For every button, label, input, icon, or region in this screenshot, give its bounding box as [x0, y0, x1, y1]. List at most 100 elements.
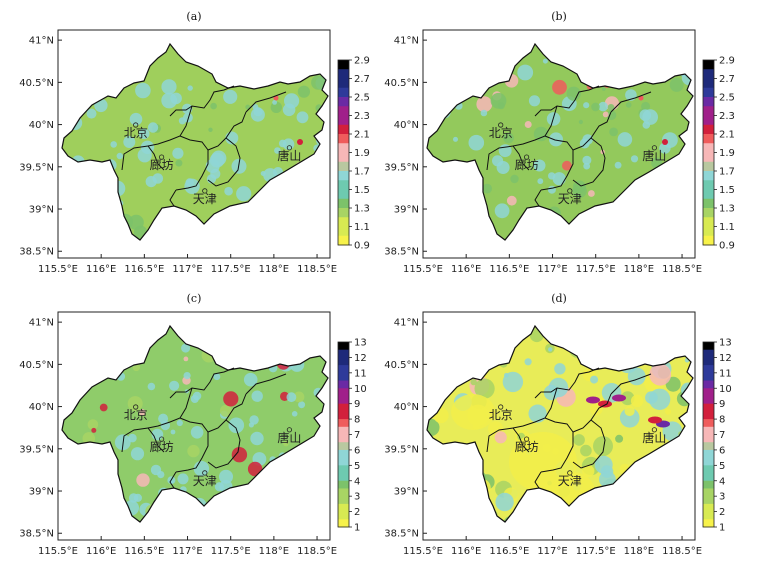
city-label: 唐山 [642, 148, 666, 163]
y-tick-label: 39°N [394, 487, 419, 498]
colorbar-tick-label: 7 [354, 430, 360, 441]
colorbar-tick-label: 2.3 [354, 111, 370, 122]
city-label: 天津 [193, 474, 217, 488]
x-tick-label: 118°E [624, 264, 654, 275]
colorbar-tick-label: 7 [719, 430, 725, 441]
y-tick-label: 38.5°N [384, 529, 419, 540]
colorbar: 13 12 11 10 9 8 7 6 5 4 3 2 1 [702, 338, 732, 534]
city-label: 廊坊 [515, 439, 539, 454]
colorbar-tick-label: 4 [719, 476, 725, 487]
colorbar-tick-label: 9 [354, 399, 360, 410]
colorbar-tick-label: 2.1 [719, 130, 735, 141]
y-tick-label: 40.5°N [19, 360, 54, 371]
colorbar-tick-label: 0.9 [719, 241, 735, 252]
city-marker [286, 145, 292, 151]
y-tick-label: 40°N [29, 402, 54, 413]
colorbar-tick-label: 1.9 [354, 148, 370, 159]
colorbar-tick-label: 1.1 [354, 222, 370, 233]
y-tick-label: 39.5°N [384, 162, 419, 173]
x-tick-label: 118.5°E [662, 546, 702, 557]
y-tick-label: 39.5°N [19, 444, 54, 455]
city-marker [524, 436, 530, 442]
city-marker [286, 427, 292, 433]
colorbar-tick-label: 9 [719, 399, 725, 410]
colorbar-tick-label: 5 [719, 461, 725, 472]
panel-label: (c) [187, 292, 202, 305]
y-tick-label: 40°N [29, 120, 54, 131]
city-label: 唐山 [642, 430, 666, 445]
colorbar-tick-label: 10 [354, 384, 367, 395]
x-tick-label: 115.5°E [403, 264, 443, 275]
y-tick-label: 39.5°N [384, 444, 419, 455]
colorbar-tick-label: 4 [354, 476, 360, 487]
x-tick-label: 118.5°E [662, 264, 702, 275]
x-tick-label: 116°E [86, 546, 116, 557]
x-tick-label: 118.5°E [297, 264, 337, 275]
x-tick-label: 116.5°E [124, 264, 164, 275]
y-tick-label: 40.5°N [384, 360, 419, 371]
city-marker [133, 404, 139, 410]
y-tick-label: 39°N [29, 487, 54, 498]
colorbar-tick-label: 1 [354, 523, 360, 534]
city-label: 唐山 [277, 430, 301, 445]
y-tick-label: 41°N [29, 36, 54, 47]
colorbar: 13 12 11 10 9 8 7 6 5 4 3 2 1 [337, 338, 367, 534]
x-tick-label: 117°E [537, 264, 567, 275]
colorbar-tick-label: 2.5 [719, 93, 735, 104]
panel-label: (b) [551, 10, 567, 23]
x-tick-label: 115.5°E [38, 264, 78, 275]
colorbar-tick-label: 3 [354, 492, 360, 503]
y-tick-label: 39.5°N [19, 162, 54, 173]
city-label: 北京 [124, 408, 148, 422]
y-tick-label: 41°N [29, 318, 54, 329]
colorbar-tick-label: 1.3 [354, 204, 370, 215]
city-marker [651, 145, 657, 151]
x-tick-label: 115.5°E [38, 546, 78, 557]
colorbar-tick-label: 6 [719, 445, 725, 456]
x-tick-label: 117°E [172, 546, 202, 557]
colorbar-tick-label: 8 [354, 415, 360, 426]
x-tick-label: 116°E [451, 546, 481, 557]
colorbar-tick-label: 1.5 [719, 185, 735, 196]
colorbar-tick-label: 2.1 [354, 130, 370, 141]
x-tick-label: 116°E [86, 264, 116, 275]
city-marker [159, 154, 165, 160]
colorbar-tick-label: 2.7 [354, 74, 370, 85]
x-tick-label: 117.5°E [576, 264, 616, 275]
city-marker [133, 122, 139, 128]
y-tick-label: 40°N [394, 402, 419, 413]
colorbar-tick-label: 1.9 [719, 148, 735, 159]
colorbar: 2.9 2.7 2.5 2.3 2.1 1.9 1.7 1.5 1.3 1.1 0.9 [337, 56, 370, 252]
y-tick-label: 40.5°N [19, 78, 54, 89]
x-tick-label: 117.5°E [211, 546, 251, 557]
colorbar-tick-label: 12 [354, 353, 367, 364]
city-label: 北京 [489, 408, 513, 422]
city-label: 天津 [193, 192, 217, 206]
x-tick-label: 118°E [259, 264, 289, 275]
x-tick-label: 118°E [624, 546, 654, 557]
city-marker [567, 470, 573, 476]
y-tick-label: 38.5°N [19, 529, 54, 540]
colorbar-tick-label: 6 [354, 445, 360, 456]
x-tick-label: 118.5°E [297, 546, 337, 557]
city-marker [524, 154, 530, 160]
x-tick-label: 116°E [451, 264, 481, 275]
colorbar-tick-label: 3 [719, 492, 725, 503]
colorbar-tick-label: 5 [354, 461, 360, 472]
colorbar-tick-label: 2.9 [354, 56, 370, 67]
y-tick-label: 40°N [394, 120, 419, 131]
colorbar-tick-label: 1.5 [354, 185, 370, 196]
city-marker [202, 470, 208, 476]
colorbar-tick-label: 2.5 [354, 93, 370, 104]
x-tick-label: 116.5°E [489, 264, 529, 275]
x-tick-label: 116.5°E [124, 546, 164, 557]
colorbar-tick-label: 13 [719, 338, 732, 349]
y-tick-label: 38.5°N [384, 247, 419, 258]
city-label: 天津 [558, 474, 582, 488]
colorbar-tick-label: 2.3 [719, 111, 735, 122]
y-tick-label: 41°N [394, 318, 419, 329]
